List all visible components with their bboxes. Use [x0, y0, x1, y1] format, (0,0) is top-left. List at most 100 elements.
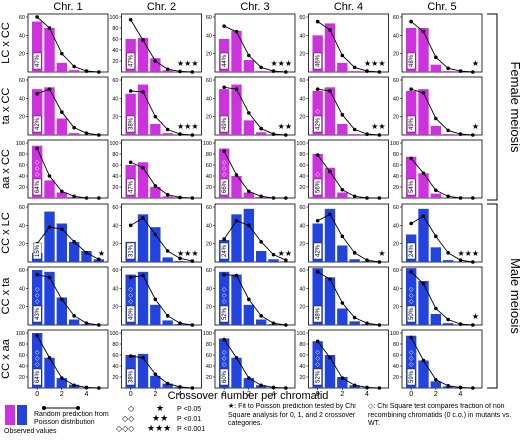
poisson-line — [317, 21, 380, 73]
pct-label: 40% — [129, 307, 135, 320]
pct-box — [313, 305, 322, 323]
poisson-point — [365, 258, 369, 262]
poisson-line — [130, 355, 193, 389]
y-tick-label: 60 — [19, 353, 25, 359]
significance-stars: ★ — [98, 249, 105, 258]
poisson-point — [377, 133, 382, 137]
poisson-point — [340, 301, 345, 305]
poisson-point — [141, 165, 145, 170]
bar — [56, 297, 68, 325]
poisson-point — [421, 281, 426, 286]
bar — [56, 118, 68, 135]
bar — [218, 148, 230, 198]
y-tick-label: 40 — [206, 96, 212, 102]
y-tick-label: 20 — [19, 375, 25, 381]
poisson-line — [224, 86, 286, 136]
poisson-point — [365, 69, 369, 73]
y-tick-label: 20 — [393, 242, 399, 248]
pct-label: 49% — [409, 117, 415, 130]
y-tick-label: 60 — [206, 15, 212, 21]
panel: 20 40 60 47% — [19, 13, 109, 74]
poisson-point — [315, 87, 320, 91]
y-tick-label: 20 — [393, 375, 399, 381]
poisson-point — [35, 15, 39, 19]
bar — [231, 357, 242, 388]
poisson-point — [328, 212, 332, 217]
y-tick-label: 60 — [299, 15, 305, 21]
bar — [337, 192, 348, 198]
y-tick-label: 60 — [112, 353, 118, 359]
poisson-point — [178, 195, 182, 200]
poisson-point — [178, 385, 182, 389]
poisson-point — [247, 111, 251, 115]
poisson-point — [72, 383, 76, 388]
y-tick-label: 20 — [112, 305, 118, 311]
pct-label: 54% — [409, 180, 415, 193]
y-tick-label: 60 — [393, 353, 399, 359]
y-tick-label: 40 — [299, 364, 305, 370]
poisson-point — [97, 133, 101, 137]
bar — [312, 91, 323, 135]
diamond-marker: ◇ — [409, 356, 414, 362]
bar — [430, 125, 442, 135]
bar — [137, 353, 149, 388]
y-tick-label: 100 — [109, 331, 118, 337]
poisson-point — [458, 322, 463, 326]
poisson-point — [352, 65, 357, 70]
bar — [68, 241, 80, 262]
female-bracket — [487, 13, 498, 201]
panel: 20 40 60 80 100 54% — [390, 139, 483, 200]
significance-stars: ★★★ — [364, 59, 386, 68]
bar — [337, 124, 348, 135]
pct-label: 60% — [222, 370, 228, 383]
diamond-marker: ◇ — [222, 362, 227, 368]
y-tick-label: 60 — [206, 205, 212, 211]
bar — [255, 71, 267, 72]
bar — [418, 173, 429, 198]
y-tick-label: 60 — [112, 268, 118, 274]
poisson-point — [315, 153, 320, 157]
pct-label: 31% — [129, 244, 135, 257]
poisson-point — [190, 196, 195, 200]
pct-label: 47% — [129, 180, 135, 193]
pct-box — [219, 242, 229, 260]
poisson-point — [35, 272, 39, 277]
pct-label: 42% — [316, 117, 322, 130]
poisson-point — [471, 323, 475, 327]
diamond-marker: ◇ — [222, 160, 227, 166]
bar — [44, 28, 55, 72]
y-tick-label: 20 — [206, 305, 212, 311]
bar — [218, 89, 230, 135]
pct-label: 59% — [409, 370, 415, 383]
poisson-line — [223, 220, 287, 261]
bar — [31, 270, 43, 325]
diamond-marker: ◇ — [35, 166, 40, 172]
poisson-point — [271, 196, 276, 200]
poisson-point — [471, 386, 475, 390]
bar — [125, 274, 136, 325]
diamond-marker: ◇ — [222, 350, 227, 356]
poisson-point — [352, 251, 357, 255]
bar — [162, 320, 173, 325]
bar — [337, 308, 348, 325]
row-label: ta x CC — [0, 88, 12, 125]
y-tick-label: 80 — [112, 26, 118, 32]
diamond-marker: ◇ — [222, 293, 227, 299]
y-tick-label: 40 — [299, 286, 305, 292]
y-tick-label: 20 — [393, 305, 399, 311]
y-tick-label: 100 — [390, 141, 399, 147]
poisson-point — [434, 188, 438, 193]
pct-box — [406, 52, 416, 70]
y-tick-label: 40 — [206, 174, 212, 180]
pct-box — [126, 52, 135, 70]
bar — [324, 167, 336, 198]
poisson-point — [47, 174, 52, 178]
poisson-point — [421, 214, 426, 218]
row-label: CC x aa — [0, 338, 12, 379]
bar — [162, 133, 173, 135]
y-tick-label: 20 — [112, 185, 118, 191]
poisson-point — [128, 223, 133, 228]
